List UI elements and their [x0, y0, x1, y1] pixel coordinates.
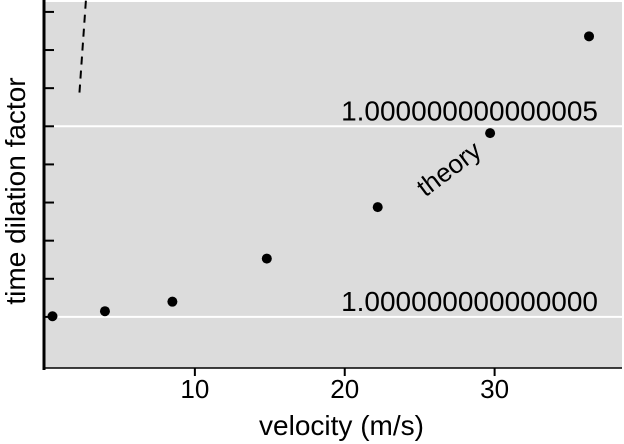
x-tick-label-3: 30	[480, 374, 509, 404]
data-point-6	[485, 128, 496, 139]
y-axis-title: time dilation factor	[0, 77, 31, 304]
reference-label-1: 1.000000000000000	[341, 286, 598, 317]
reference-lines	[45, 125, 622, 318]
data-point-5	[372, 202, 383, 213]
x-tick-label-1: 10	[180, 374, 209, 404]
data-point-3	[167, 296, 178, 307]
reference-label-2: 1.000000000000005	[341, 95, 598, 126]
data-point-2	[99, 306, 110, 317]
plot-area	[45, 2, 622, 368]
data-point-4	[261, 253, 272, 264]
x-axis-ticks: 10 20 30	[180, 368, 509, 404]
x-axis-title: velocity (m/s)	[259, 410, 424, 441]
data-point-7	[584, 31, 595, 42]
reference-labels: 1.000000000000000 1.000000000000005	[341, 95, 598, 317]
y-axis-ticks	[44, 10, 54, 318]
x-tick-label-2: 20	[330, 374, 359, 404]
